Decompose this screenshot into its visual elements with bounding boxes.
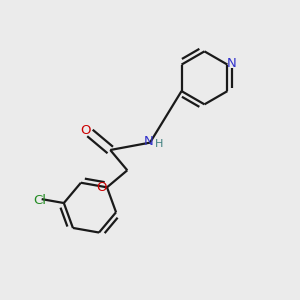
Text: Cl: Cl bbox=[34, 194, 47, 207]
Text: O: O bbox=[80, 124, 91, 136]
Text: O: O bbox=[97, 181, 107, 194]
Text: H: H bbox=[155, 139, 164, 149]
Text: N: N bbox=[144, 135, 153, 148]
Text: N: N bbox=[226, 57, 236, 70]
